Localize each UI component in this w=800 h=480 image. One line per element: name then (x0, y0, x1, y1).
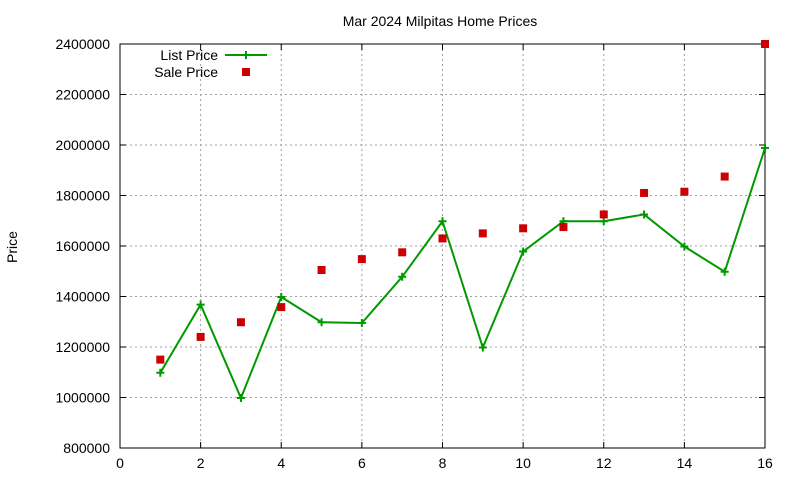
y-tick-label: 1800000 (55, 188, 110, 204)
series-0 (156, 144, 769, 403)
data-point (438, 234, 447, 243)
data-point (277, 303, 286, 312)
data-point (236, 318, 245, 327)
x-tick-label: 0 (116, 455, 124, 471)
data-point (761, 40, 769, 48)
legend-marker-swatch (242, 51, 250, 59)
legend-label: Sale Price (154, 64, 218, 80)
data-point (317, 265, 326, 274)
data-point (317, 318, 326, 327)
y-tick-label: 800000 (63, 440, 110, 456)
x-tick-label: 6 (358, 455, 366, 471)
y-tick-label: 2400000 (55, 36, 110, 52)
x-tick-label: 2 (197, 455, 205, 471)
series-line (159, 147, 766, 401)
x-tick-label: 4 (277, 455, 285, 471)
data-point (156, 368, 165, 377)
x-tick-label: 8 (439, 455, 447, 471)
data-point (519, 224, 528, 233)
data-point (680, 187, 689, 196)
y-tick-label: 2200000 (55, 87, 110, 103)
y-tick-label: 1000000 (55, 390, 110, 406)
data-point (357, 319, 366, 328)
grid-lines (120, 44, 765, 448)
data-point (519, 247, 528, 256)
data-series (156, 40, 769, 403)
data-point (156, 355, 165, 364)
data-point (398, 248, 407, 257)
data-point (640, 188, 649, 197)
y-tick-label: 1400000 (55, 289, 110, 305)
y-tick-label: 1200000 (55, 339, 110, 355)
data-point (720, 172, 729, 181)
data-point (398, 272, 407, 281)
data-point (559, 223, 568, 232)
data-point (761, 144, 769, 153)
data-point (277, 293, 286, 302)
series-1 (156, 40, 769, 364)
x-tick-label: 12 (596, 455, 612, 471)
data-point (599, 217, 608, 226)
chart-title: Mar 2024 Milpitas Home Prices (343, 13, 538, 29)
x-tick-label: 14 (677, 455, 693, 471)
legend-marker-swatch (242, 68, 250, 76)
data-point (720, 267, 729, 276)
data-point (599, 210, 608, 219)
y-tick-label: 2000000 (55, 137, 110, 153)
axes: 0 2 4 6 8 10 12 14 16 800000 1000000 1200000 1400000… (55, 36, 773, 471)
x-tick-label: 10 (515, 455, 531, 471)
data-point (680, 242, 689, 251)
data-point (236, 394, 245, 403)
x-tick-label: 16 (757, 455, 773, 471)
data-point (357, 255, 366, 264)
data-point (478, 343, 487, 352)
data-point (196, 332, 205, 341)
data-point (196, 300, 205, 309)
data-point (478, 229, 487, 238)
data-point (640, 210, 649, 219)
y-tick-label: 1600000 (55, 238, 110, 254)
y-axis-label: Price (4, 231, 20, 263)
legend-label: List Price (160, 47, 218, 63)
data-point (438, 217, 447, 226)
